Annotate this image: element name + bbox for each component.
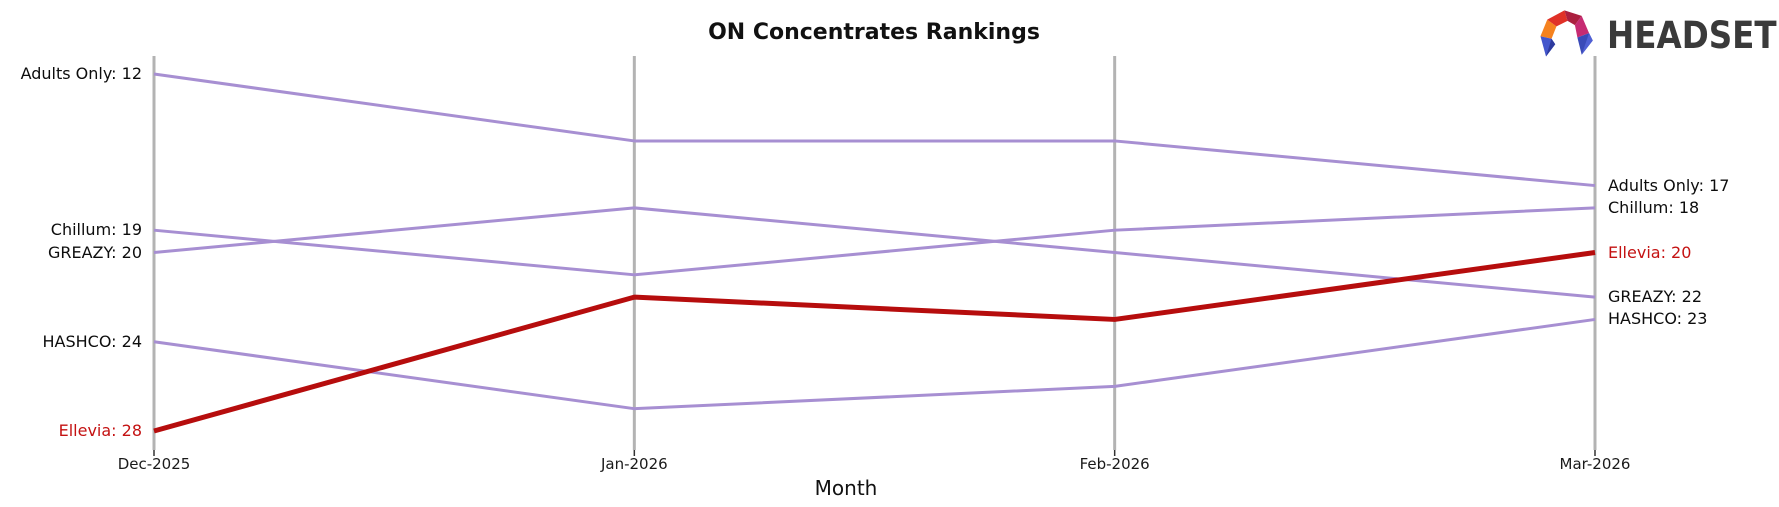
- series-end-label: Adults Only: 17: [1608, 175, 1730, 195]
- x-axis-label: Month: [814, 476, 878, 500]
- x-tick-label: Dec-2025: [117, 455, 191, 473]
- headset-logo: HEADSET: [1538, 6, 1779, 64]
- series-end-label: Ellevia: 20: [1608, 242, 1692, 262]
- series-end-label: HASHCO: 23: [1608, 309, 1708, 329]
- series-start-label: Ellevia: 28: [58, 421, 142, 441]
- series-end-label: Chillum: 18: [1608, 197, 1700, 217]
- headset-logo-text: HEADSET: [1607, 13, 1777, 57]
- series-line-ellevia: [153, 250, 1596, 434]
- x-tick-label: Jan-2026: [600, 455, 668, 473]
- series-start-label: Chillum: 19: [50, 220, 142, 240]
- series-line-greazy: [153, 206, 1596, 299]
- x-tick-label: Feb-2026: [1079, 455, 1150, 473]
- series-start-label: Adults Only: 12: [20, 64, 142, 84]
- series-line-chillum: [153, 206, 1596, 277]
- series-start-label: GREAZY: 20: [47, 242, 142, 262]
- headset-logo-icon: [1540, 10, 1593, 57]
- series-start-label: HASHCO: 24: [42, 331, 142, 351]
- series-line-hashco: [153, 317, 1596, 411]
- x-tick-label: Mar-2026: [1559, 455, 1631, 473]
- series-line-adults-only: [153, 72, 1596, 188]
- series-end-label: GREAZY: 22: [1608, 287, 1703, 307]
- chart-title: ON Concentrates Rankings: [708, 20, 1040, 45]
